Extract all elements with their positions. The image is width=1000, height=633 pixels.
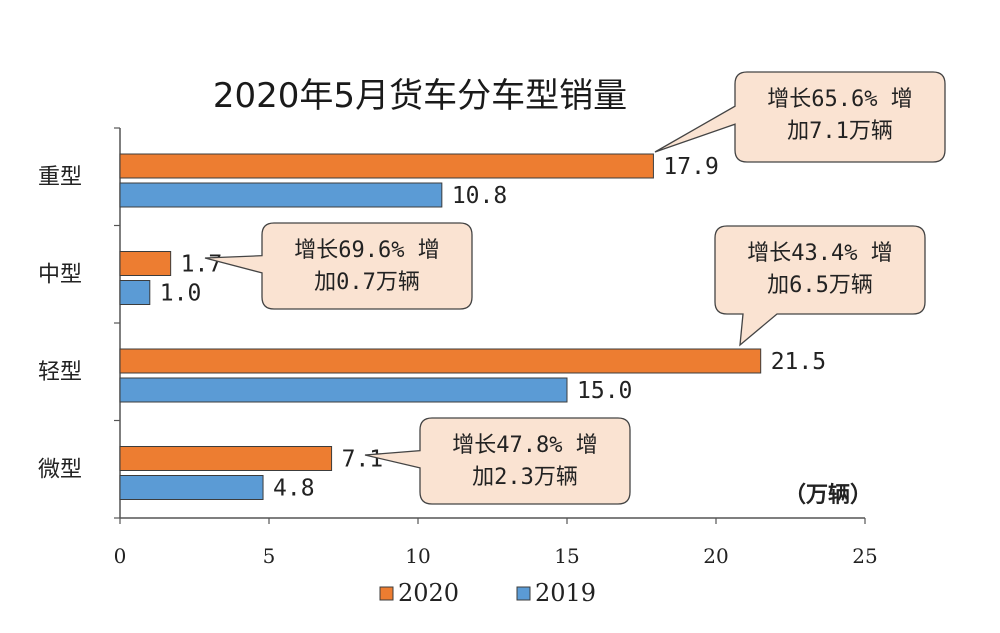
chart-title: 2020年5月货车分车型销量 bbox=[213, 76, 627, 116]
category-label: 轻型 bbox=[38, 360, 82, 385]
bar-2020 bbox=[119, 251, 172, 276]
category-label: 重型 bbox=[38, 165, 82, 190]
value-label-2020: 7.1 bbox=[342, 447, 384, 473]
category-label: 中型 bbox=[38, 263, 82, 288]
legend-label-2020: 2020 bbox=[398, 579, 459, 607]
callout-text: 增长69.6% 增 bbox=[294, 238, 439, 263]
x-tick-label: 25 bbox=[852, 544, 877, 568]
value-label-2019: 15.0 bbox=[577, 378, 632, 404]
x-tick-label: 20 bbox=[703, 544, 728, 568]
callout-text: 加2.3万辆 bbox=[472, 465, 578, 490]
callout-box bbox=[714, 225, 926, 347]
bar-2019 bbox=[119, 475, 264, 500]
callout-box bbox=[654, 71, 946, 163]
x-tick-label: 15 bbox=[554, 544, 579, 568]
callout-text: 加7.1万辆 bbox=[787, 119, 893, 144]
value-label-2020: 17.9 bbox=[663, 154, 718, 180]
unit-label: （万辆） bbox=[784, 482, 872, 508]
x-tick-label: 5 bbox=[263, 544, 276, 568]
value-label-2019: 4.8 bbox=[273, 476, 315, 502]
callout-text: 加6.5万辆 bbox=[767, 273, 873, 298]
bar-2020 bbox=[119, 348, 762, 374]
x-tick-label: 10 bbox=[405, 544, 430, 568]
callout-box bbox=[364, 417, 631, 505]
value-label-2020: 1.7 bbox=[181, 252, 223, 278]
bar-2020 bbox=[119, 153, 654, 179]
bar-2019 bbox=[119, 377, 568, 403]
x-tick-label: 0 bbox=[114, 544, 127, 568]
bar-2019 bbox=[119, 182, 443, 208]
callout-text: 增长65.6% 增 bbox=[767, 87, 912, 112]
value-label-2019: 1.0 bbox=[160, 281, 202, 307]
legend-swatch-2019 bbox=[516, 586, 531, 601]
value-label-2019: 10.8 bbox=[452, 183, 507, 209]
callout-box bbox=[204, 222, 473, 310]
category-label: 微型 bbox=[38, 458, 82, 483]
bar-2020 bbox=[119, 446, 333, 471]
value-label-2020: 21.5 bbox=[771, 349, 826, 375]
callout-text: 增长43.4% 增 bbox=[747, 241, 892, 266]
callout-text: 增长47.8% 增 bbox=[452, 433, 597, 458]
callout-text: 加0.7万辆 bbox=[314, 270, 420, 295]
bar-2019 bbox=[119, 280, 151, 305]
plot-area: 0 5 10 15 20 25 重型 17.9 10.8 中型 1.7 1.0 轻型 21.5 15.0 微型… bbox=[38, 71, 946, 607]
legend-swatch-2020 bbox=[379, 586, 394, 601]
legend-label-2019: 2019 bbox=[535, 579, 596, 607]
